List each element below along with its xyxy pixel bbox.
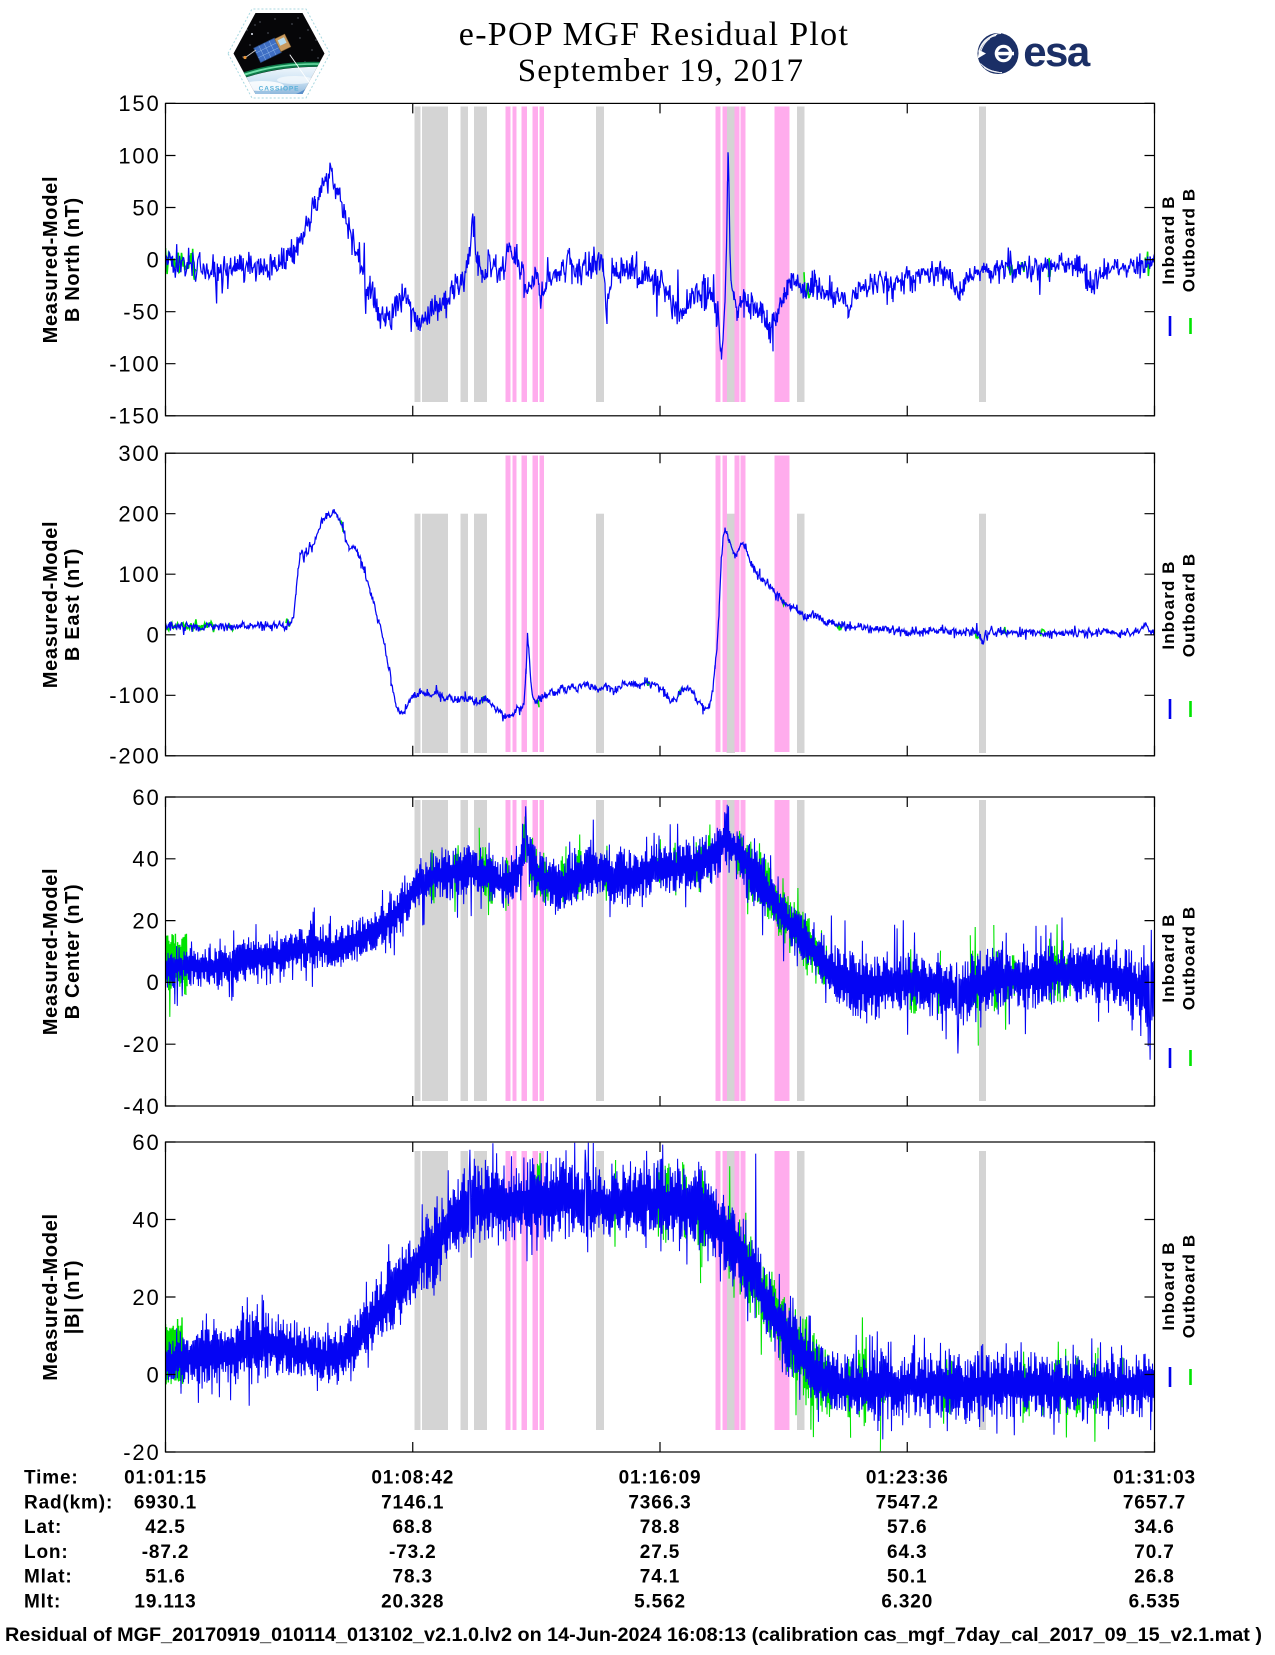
svg-text:26.8: 26.8 xyxy=(1134,1567,1174,1588)
svg-text:7547.2: 7547.2 xyxy=(876,1492,939,1513)
svg-text:20.328: 20.328 xyxy=(381,1591,444,1612)
svg-text:200: 200 xyxy=(118,502,160,527)
svg-text:-73.2: -73.2 xyxy=(389,1542,437,1563)
svg-text:300: 300 xyxy=(118,441,160,466)
svg-text:7657.7: 7657.7 xyxy=(1123,1492,1186,1513)
svg-text:60: 60 xyxy=(132,1130,160,1155)
svg-text:Measured-ModelB North (nT): Measured-ModelB North (nT) xyxy=(40,176,84,344)
svg-text:-20: -20 xyxy=(123,1440,160,1465)
svg-text:Measured-Model|B| (nT): Measured-Model|B| (nT) xyxy=(40,1213,84,1381)
svg-text:70.7: 70.7 xyxy=(1134,1542,1174,1563)
svg-text:01:31:03: 01:31:03 xyxy=(1113,1468,1196,1489)
svg-text:CASSIOPE: CASSIOPE xyxy=(259,86,300,93)
svg-text:Inboard BOutboard B: Inboard BOutboard B xyxy=(1159,553,1199,658)
svg-text:Measured-ModelB East (nT): Measured-ModelB East (nT) xyxy=(40,521,84,689)
svg-text:7146.1: 7146.1 xyxy=(381,1492,444,1513)
svg-text:e-POP MGF Residual Plot: e-POP MGF Residual Plot xyxy=(459,16,849,53)
svg-text:esa: esa xyxy=(1023,28,1091,75)
svg-text:Inboard BOutboard B: Inboard BOutboard B xyxy=(1159,188,1199,293)
svg-text:20: 20 xyxy=(132,1285,160,1310)
svg-text:78.3: 78.3 xyxy=(393,1567,433,1588)
svg-text:0: 0 xyxy=(146,970,160,995)
svg-text:50: 50 xyxy=(132,195,160,220)
svg-text:51.6: 51.6 xyxy=(145,1567,185,1588)
svg-text:Residual of MGF_20170919_01011: Residual of MGF_20170919_010114_013102_v… xyxy=(5,1624,1262,1646)
svg-text:-87.2: -87.2 xyxy=(142,1542,190,1563)
svg-text:57.6: 57.6 xyxy=(887,1517,927,1538)
svg-text:Lat:: Lat: xyxy=(24,1517,62,1538)
svg-text:Inboard BOutboard B: Inboard BOutboard B xyxy=(1159,1234,1199,1339)
svg-text:78.8: 78.8 xyxy=(640,1517,680,1538)
svg-text:6.320: 6.320 xyxy=(881,1591,933,1612)
svg-text:40: 40 xyxy=(132,1207,160,1232)
svg-text:-100: -100 xyxy=(109,683,160,708)
svg-text:Mlat:: Mlat: xyxy=(24,1567,73,1588)
svg-text:-150: -150 xyxy=(109,404,160,429)
svg-text:6.535: 6.535 xyxy=(1129,1591,1181,1612)
svg-text:Inboard BOutboard B: Inboard BOutboard B xyxy=(1159,906,1199,1011)
svg-text:64.3: 64.3 xyxy=(887,1542,927,1563)
svg-text:19.113: 19.113 xyxy=(134,1591,196,1612)
svg-text:01:01:15: 01:01:15 xyxy=(124,1468,207,1489)
svg-text:42.5: 42.5 xyxy=(145,1517,185,1538)
svg-text:Time:: Time: xyxy=(24,1468,79,1489)
svg-text:100: 100 xyxy=(118,562,160,587)
svg-text:20: 20 xyxy=(132,908,160,933)
svg-text:-50: -50 xyxy=(123,300,160,325)
svg-text:-200: -200 xyxy=(109,744,160,769)
svg-text:60: 60 xyxy=(132,785,160,810)
svg-text:40: 40 xyxy=(132,847,160,872)
svg-text:5.562: 5.562 xyxy=(634,1591,686,1612)
svg-text:150: 150 xyxy=(118,91,160,116)
svg-text:Rad(km):: Rad(km): xyxy=(24,1492,113,1513)
svg-text:-20: -20 xyxy=(123,1032,160,1057)
svg-text:50.1: 50.1 xyxy=(887,1567,927,1588)
svg-text:0: 0 xyxy=(146,1362,160,1387)
svg-text:September 19, 2017: September 19, 2017 xyxy=(518,53,804,89)
svg-text:0: 0 xyxy=(146,247,160,272)
svg-text:74.1: 74.1 xyxy=(640,1567,680,1588)
svg-text:100: 100 xyxy=(118,143,160,168)
svg-text:01:23:36: 01:23:36 xyxy=(866,1468,949,1489)
svg-text:Lon:: Lon: xyxy=(24,1542,69,1563)
svg-text:Measured-ModelB Center (nT): Measured-ModelB Center (nT) xyxy=(40,868,84,1036)
svg-text:-100: -100 xyxy=(109,352,160,377)
svg-text:27.5: 27.5 xyxy=(640,1542,680,1563)
svg-text:34.6: 34.6 xyxy=(1134,1517,1174,1538)
svg-text:68.8: 68.8 xyxy=(393,1517,433,1538)
svg-text:01:16:09: 01:16:09 xyxy=(619,1468,702,1489)
svg-text:01:08:42: 01:08:42 xyxy=(371,1468,454,1489)
svg-text:7366.3: 7366.3 xyxy=(628,1492,691,1513)
svg-text:-40: -40 xyxy=(123,1094,160,1119)
svg-text:0: 0 xyxy=(146,623,160,648)
svg-text:Mlt:: Mlt: xyxy=(24,1591,61,1612)
svg-text:6930.1: 6930.1 xyxy=(134,1492,197,1513)
